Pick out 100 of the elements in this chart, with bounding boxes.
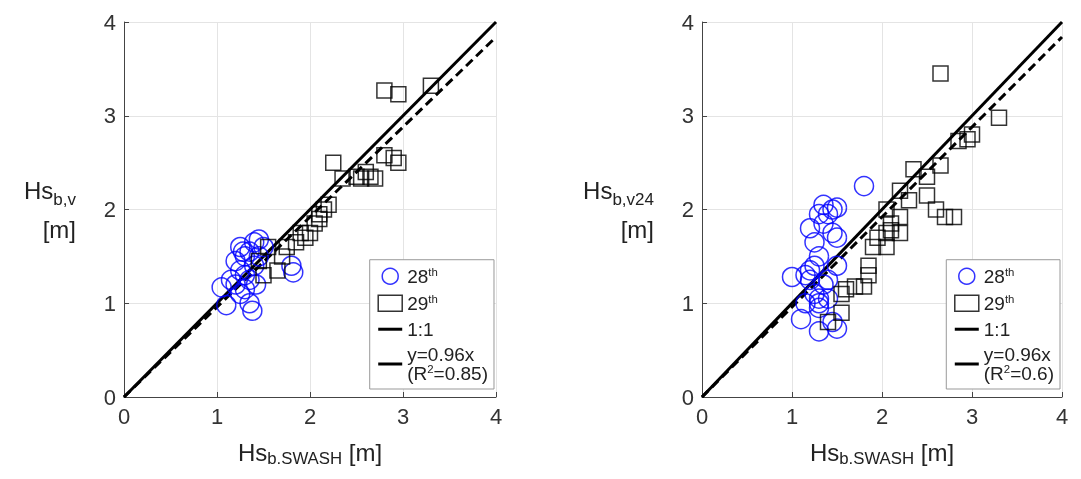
point — [781, 266, 803, 288]
point — [864, 238, 882, 256]
point — [362, 168, 379, 185]
point — [297, 229, 314, 246]
point — [306, 215, 323, 232]
point — [234, 264, 256, 286]
y-axis-title: Hs$_{b,v24}$ [m] — [583, 176, 654, 245]
x-tick-label: 3 — [396, 403, 410, 429]
point — [882, 221, 900, 239]
point — [833, 304, 850, 321]
point — [376, 82, 393, 99]
x-tick-label: 4 — [489, 403, 503, 429]
point — [225, 250, 246, 272]
x-tick-label: 2 — [875, 403, 889, 429]
point — [891, 208, 909, 226]
x-tick-label: 1 — [785, 403, 799, 429]
point — [900, 191, 918, 209]
y-tick-label: 1 — [103, 290, 116, 316]
y-tick-label: 1 — [681, 290, 694, 316]
point — [891, 224, 909, 242]
point — [795, 264, 816, 286]
point — [243, 255, 265, 276]
point — [790, 308, 812, 330]
point — [250, 252, 268, 270]
point — [990, 109, 1008, 126]
point — [239, 293, 260, 314]
legend-label: 1:1 — [983, 318, 1011, 340]
point — [936, 208, 954, 226]
point — [259, 238, 277, 256]
point — [239, 241, 260, 262]
x-tick-label: 4 — [1055, 403, 1069, 429]
point — [234, 278, 256, 300]
point — [243, 232, 265, 253]
point — [826, 197, 848, 218]
point — [826, 318, 848, 339]
point — [846, 278, 864, 295]
legend-label: 1:1 — [407, 318, 434, 340]
y-tick-label: 2 — [103, 197, 116, 222]
point — [239, 269, 260, 291]
point — [878, 224, 895, 242]
point — [826, 227, 848, 248]
y-tick-label: 0 — [681, 384, 694, 410]
point — [315, 201, 333, 218]
point — [283, 262, 304, 283]
point — [813, 213, 834, 234]
point — [905, 160, 922, 178]
point — [822, 222, 843, 244]
point — [292, 224, 309, 242]
point — [963, 126, 981, 143]
point — [878, 238, 895, 256]
point — [366, 170, 384, 187]
point — [804, 232, 825, 253]
point — [927, 201, 945, 218]
point — [248, 246, 270, 267]
point — [837, 280, 855, 298]
x-tick-label: 2 — [303, 403, 317, 429]
x-tick-label: 3 — [965, 403, 979, 429]
point — [281, 255, 302, 276]
point — [950, 132, 967, 150]
point — [253, 236, 274, 258]
point — [808, 246, 830, 267]
point — [422, 77, 440, 94]
y-tick-label: 2 — [681, 197, 694, 222]
point — [320, 196, 337, 214]
point — [230, 236, 251, 258]
point — [817, 203, 839, 225]
point — [242, 300, 263, 321]
point — [799, 260, 821, 281]
point — [385, 149, 402, 167]
point — [799, 269, 821, 291]
point — [269, 262, 286, 279]
point — [248, 229, 270, 250]
point — [795, 293, 816, 314]
point — [376, 146, 393, 164]
point — [813, 194, 834, 216]
point — [826, 255, 848, 276]
point — [301, 224, 319, 242]
point — [853, 175, 875, 197]
point — [230, 260, 251, 281]
point — [799, 218, 821, 239]
point — [273, 248, 291, 265]
point — [808, 203, 830, 225]
point — [352, 170, 370, 187]
point — [211, 277, 232, 298]
point — [390, 85, 407, 103]
point — [819, 313, 837, 331]
point — [918, 168, 936, 185]
point — [225, 274, 246, 295]
point — [869, 229, 886, 246]
point — [390, 154, 407, 171]
point — [932, 65, 949, 82]
y-tick-label: 3 — [681, 103, 694, 129]
point — [287, 234, 305, 251]
x-tick-label: 1 — [210, 403, 224, 429]
point — [216, 294, 237, 316]
point — [817, 288, 839, 309]
point — [230, 283, 251, 305]
point — [813, 274, 834, 295]
point — [278, 238, 295, 256]
point — [334, 170, 351, 187]
